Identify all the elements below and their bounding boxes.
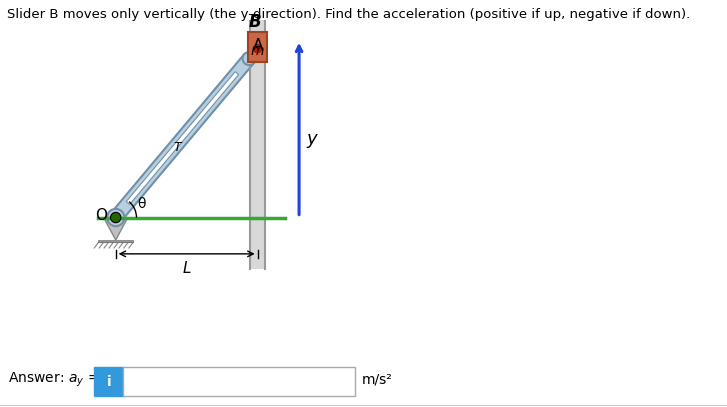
Text: T: T bbox=[173, 141, 180, 154]
Text: m: m bbox=[251, 44, 265, 59]
Circle shape bbox=[243, 52, 256, 65]
Text: y: y bbox=[307, 130, 317, 148]
Text: Slider B moves only vertically (the y-direction). Find the acceleration (positiv: Slider B moves only vertically (the y-di… bbox=[7, 8, 691, 21]
Polygon shape bbox=[104, 217, 128, 240]
Circle shape bbox=[111, 212, 121, 223]
Text: θ: θ bbox=[137, 197, 146, 211]
Text: A: A bbox=[253, 38, 264, 53]
Text: O: O bbox=[95, 208, 107, 223]
Text: L: L bbox=[182, 261, 191, 276]
Text: B: B bbox=[249, 13, 261, 31]
Bar bbox=[248, 32, 267, 62]
Polygon shape bbox=[98, 240, 133, 243]
FancyBboxPatch shape bbox=[123, 367, 355, 396]
Polygon shape bbox=[111, 54, 254, 222]
Text: m/s²: m/s² bbox=[362, 373, 393, 387]
Polygon shape bbox=[250, 0, 265, 269]
Circle shape bbox=[107, 209, 124, 226]
Text: Answer: $a_y$ =: Answer: $a_y$ = bbox=[8, 370, 100, 389]
Circle shape bbox=[254, 44, 262, 53]
Polygon shape bbox=[126, 72, 238, 204]
FancyBboxPatch shape bbox=[94, 367, 124, 396]
Text: i: i bbox=[107, 374, 111, 389]
